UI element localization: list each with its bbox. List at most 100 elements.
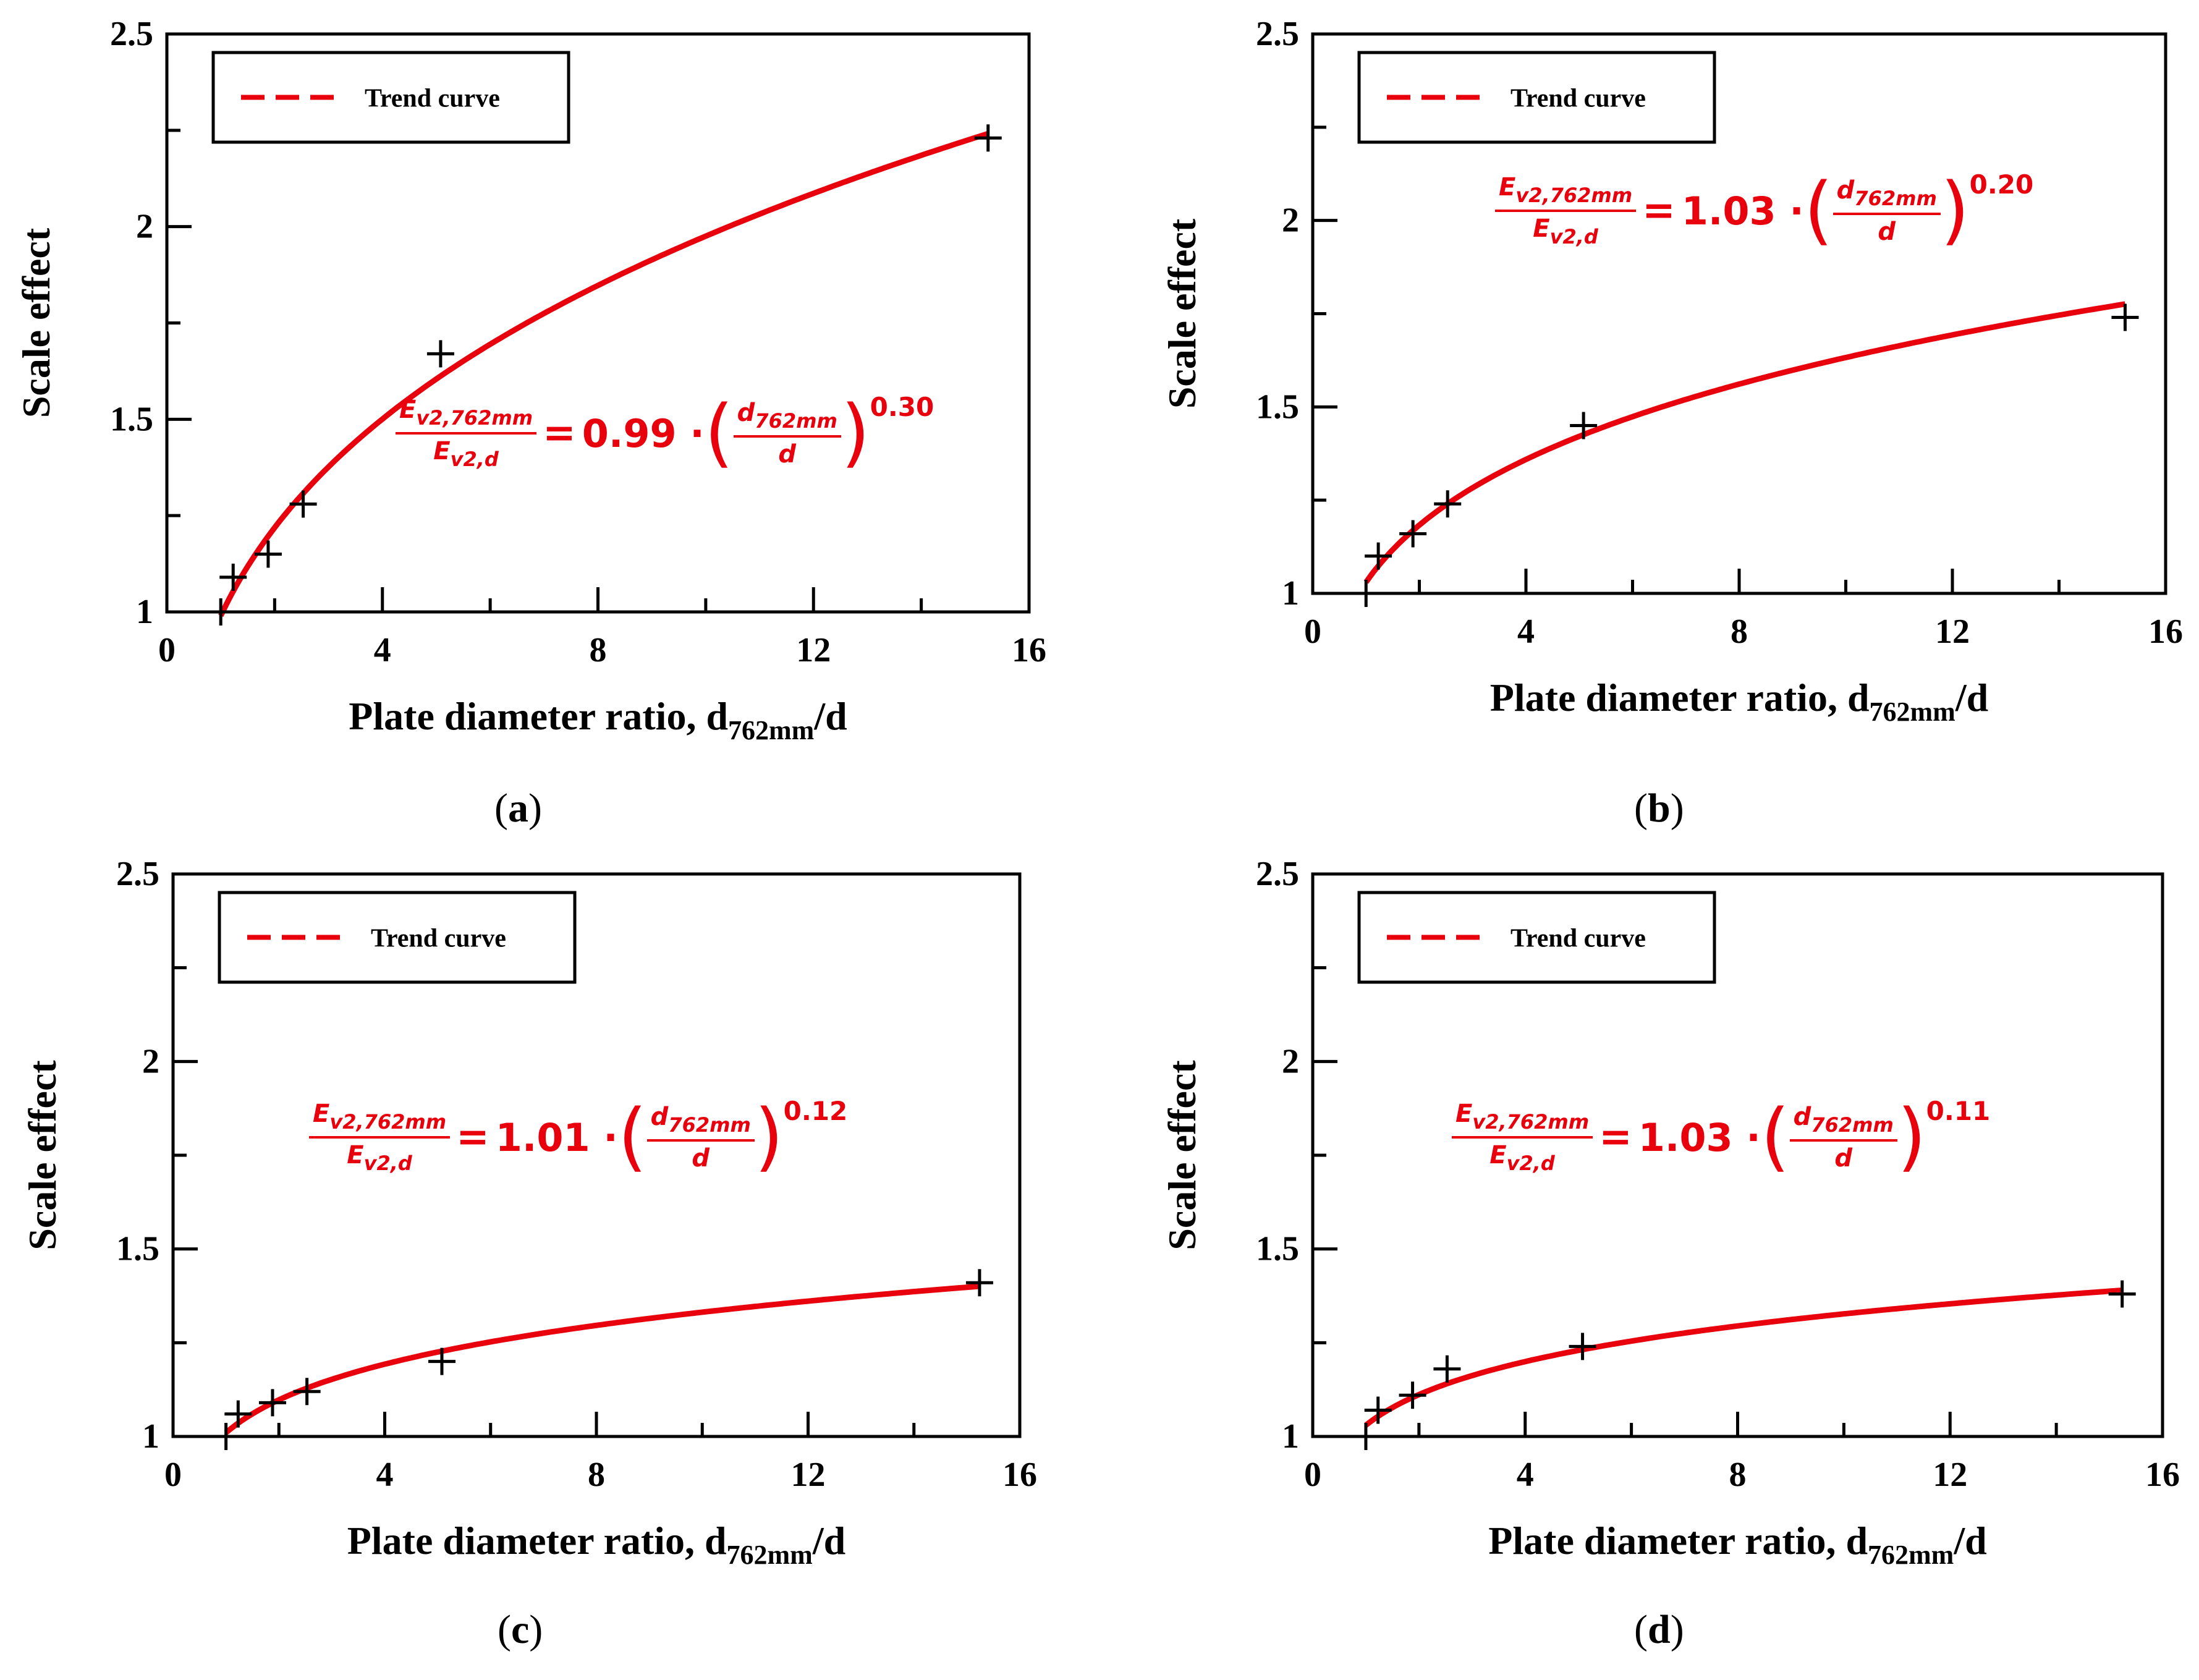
- x-axis-title-main: Plate diameter ratio, d: [347, 1519, 727, 1563]
- rhs-num-sub: 762mm: [1811, 1113, 1894, 1137]
- panel-letter: b: [1647, 786, 1671, 831]
- x-axis-title-tail: /d: [1953, 1519, 1986, 1563]
- x-tick-label: 4: [374, 631, 391, 669]
- data-point-marker: [219, 563, 247, 591]
- lhs-den: E: [1533, 214, 1550, 244]
- x-tick-label: 0: [158, 631, 176, 669]
- legend-box: [1357, 51, 1716, 144]
- chart-panel-a: 0 4 8 12 16 1 1.5 2 2.5 Plate diameter ratio, d76…: [0, 0, 1100, 840]
- x-tick-label: 16: [1012, 631, 1046, 669]
- rhs-den: d: [1834, 1143, 1853, 1173]
- equals-sign: =: [1642, 188, 1676, 234]
- open-paren: (: [1760, 1094, 1790, 1181]
- x-tick-label: 16: [2145, 1456, 2180, 1494]
- lhs-den-sub: v2,d: [1549, 225, 1598, 249]
- coefficient: 0.99 ·: [582, 410, 705, 456]
- panel-letter: a: [507, 786, 528, 831]
- trend-curve-line: [224, 1283, 980, 1435]
- y-axis-title: Scale effect: [1160, 218, 1204, 409]
- x-axis-title: Plate diameter ratio, d762mm/d: [349, 694, 847, 745]
- y-tick-label: 2: [1282, 202, 1299, 240]
- rhs-den: d: [778, 439, 797, 469]
- y-axis-title: Scale effect: [14, 227, 58, 418]
- x-tick-label: 0: [164, 1456, 182, 1494]
- lhs-den-sub: v2,d: [363, 1152, 412, 1176]
- rhs-num: d: [737, 398, 755, 427]
- data-point-marker: [1569, 1333, 1596, 1360]
- lhs-den: E: [347, 1141, 364, 1170]
- rhs-fraction: d762mm d: [1833, 176, 1941, 246]
- lhs-num-sub: v2,762mm: [1472, 1110, 1590, 1134]
- data-point-marker: [1364, 1396, 1392, 1424]
- x-tick-label: 12: [791, 1456, 826, 1494]
- data-point-marker: [1365, 542, 1392, 570]
- x-tick-label: 0: [1304, 613, 1321, 651]
- rhs-den: d: [1878, 217, 1896, 246]
- rhs-den: d: [692, 1143, 710, 1173]
- data-point-marker: [1434, 490, 1462, 518]
- x-axis-title: Plate diameter ratio, d762mm/d: [347, 1519, 845, 1570]
- y-tick-label: 1: [1282, 574, 1299, 613]
- lhs-num: E: [399, 396, 417, 424]
- x-axis-title-main: Plate diameter ratio, d: [1490, 676, 1870, 719]
- close-paren: ): [1897, 1094, 1926, 1181]
- y-tick-label: 1: [136, 593, 153, 631]
- x-tick-label: 16: [2148, 613, 2183, 651]
- panel-label: (a): [494, 786, 542, 831]
- data-point-marker: [965, 1269, 993, 1297]
- lhs-den: E: [433, 437, 451, 466]
- equals-sign: =: [543, 410, 576, 457]
- x-tick-label: 4: [1517, 613, 1535, 651]
- trend-curve-line: [1363, 301, 2126, 584]
- data-point-marker: [2108, 1280, 2136, 1308]
- lhs-fraction: Ev2,762mm Ev2,d: [1452, 1100, 1593, 1175]
- rhs-num: d: [650, 1102, 669, 1131]
- x-axis-title-sub: 762mm: [727, 1540, 813, 1570]
- y-tick-label: 2: [136, 208, 153, 246]
- legend-label: Trend curve: [1510, 85, 1646, 113]
- lhs-num: E: [313, 1100, 330, 1128]
- equals-sign: =: [456, 1114, 489, 1161]
- y-tick-label: 1.5: [116, 1230, 159, 1268]
- lhs-num: E: [1499, 173, 1516, 202]
- exponent: 0.12: [783, 1096, 848, 1126]
- exponent: 0.20: [1969, 169, 2034, 200]
- x-axis-title-sub: 762mm: [1870, 697, 1955, 727]
- x-axis-title-tail: /d: [1955, 676, 1988, 719]
- coefficient: 1.03 ·: [1681, 188, 1804, 234]
- equation: Ev2,762mm Ev2,d = 1.01 · ( d762mm d ) 0.…: [309, 1096, 847, 1176]
- rhs-num-sub: 762mm: [755, 409, 837, 433]
- lhs-num: E: [1455, 1100, 1473, 1128]
- legend-label: Trend curve: [1510, 925, 1646, 953]
- coefficient: 1.03 ·: [1638, 1114, 1761, 1160]
- x-tick-label: 8: [1729, 1456, 1747, 1494]
- data-point-marker: [207, 598, 235, 626]
- legend-label: Trend curve: [365, 85, 500, 113]
- lhs-fraction: Ev2,762mm Ev2,d: [309, 1100, 451, 1176]
- data-point-marker: [254, 540, 282, 568]
- x-tick-label: 4: [376, 1456, 394, 1494]
- data-point-marker: [426, 340, 454, 368]
- data-point-marker: [428, 1347, 455, 1375]
- x-axis-title-tail: /d: [812, 1519, 845, 1563]
- exponent: 0.30: [870, 392, 934, 422]
- y-tick-label: 2: [1282, 1042, 1299, 1080]
- exponent: 0.11: [1926, 1096, 1991, 1126]
- x-axis-title: Plate diameter ratio, d762mm/d: [1490, 676, 1988, 727]
- data-point-marker: [212, 1423, 240, 1450]
- rhs-num-sub: 762mm: [1854, 186, 1937, 210]
- y-tick-label: 2.5: [116, 855, 159, 893]
- rhs-num-sub: 762mm: [668, 1113, 751, 1137]
- equation: Ev2,762mm Ev2,d = 1.03 · ( d762mm d ) 0.…: [1452, 1094, 1990, 1181]
- data-point-marker: [224, 1400, 252, 1428]
- rhs-fraction: d762mm d: [733, 398, 841, 469]
- data-point-marker: [2111, 303, 2139, 331]
- lhs-num-sub: v2,762mm: [416, 406, 533, 430]
- panel-label: (d): [1634, 1607, 1684, 1652]
- rhs-num: d: [1836, 176, 1855, 205]
- x-tick-label: 8: [588, 1456, 605, 1494]
- y-tick-label: 1.5: [1256, 388, 1299, 426]
